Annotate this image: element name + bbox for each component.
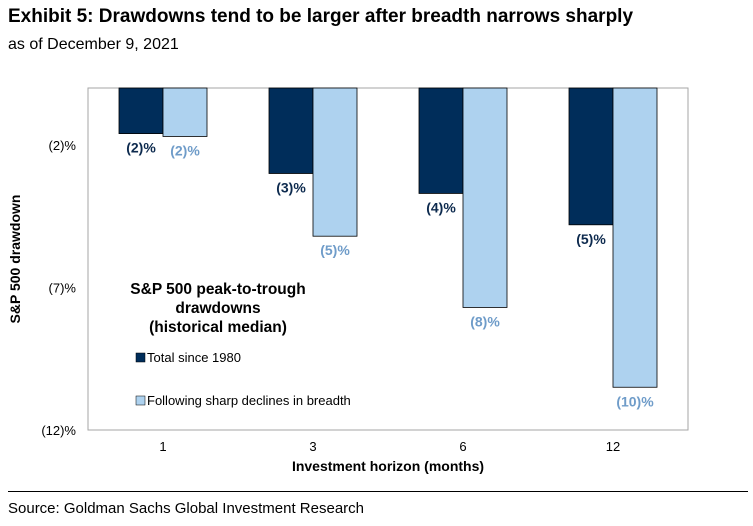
bar-total-6 xyxy=(418,87,464,194)
x-tick-label: 6 xyxy=(459,439,466,454)
data-label-breadth-6: (8)% xyxy=(470,313,500,329)
legend-label-breadth: Following sharp declines in breadth xyxy=(147,393,351,408)
x-tick-label: 1 xyxy=(159,439,166,454)
bar-breadth-12 xyxy=(612,87,658,388)
bar-breadth-1 xyxy=(162,87,208,137)
bar-total-1 xyxy=(118,87,164,134)
bars xyxy=(118,87,658,388)
data-label-total-6: (4)% xyxy=(426,199,456,215)
x-tick-label: 3 xyxy=(309,439,316,454)
legend: S&P 500 peak-to-trough drawdowns (histor… xyxy=(130,281,351,408)
legend-swatch-breadth xyxy=(135,395,146,406)
chart-title: Exhibit 5: Drawdowns tend to be larger a… xyxy=(8,6,634,27)
legend-title-line-3: (historical median) xyxy=(149,319,287,336)
data-label-total-1: (2)% xyxy=(126,140,156,156)
data-label-breadth-1: (2)% xyxy=(170,142,200,158)
x-tick-label: 12 xyxy=(606,439,620,454)
legend-swatch-total xyxy=(135,352,146,363)
data-label-breadth-3: (5)% xyxy=(320,242,350,258)
y-tick-label: (7)% xyxy=(49,281,77,296)
data-labels: (2)% (2)% (3)% (5)% (4)% (8)% (5)% (10)% xyxy=(126,140,654,410)
bar-breadth-3 xyxy=(312,87,358,237)
bar-breadth-6 xyxy=(462,87,508,308)
y-tick-label: (12)% xyxy=(41,423,76,438)
bar-total-3 xyxy=(268,87,314,174)
bar-chart: (2)% (7)% (12)% 1 3 6 12 (2)% (2)% (3)% (5)% (4)%… xyxy=(7,87,689,474)
bar-total-12 xyxy=(568,87,614,226)
source-note: Source: Goldman Sachs Global Investment … xyxy=(8,500,365,517)
chart-subtitle: as of December 9, 2021 xyxy=(8,36,179,53)
plot-area xyxy=(87,87,689,431)
x-axis-title: Investment horizon (months) xyxy=(292,458,484,474)
legend-label-total: Total since 1980 xyxy=(147,350,241,365)
y-tick-label: (2)% xyxy=(49,138,77,153)
data-label-total-3: (3)% xyxy=(276,180,306,196)
source-divider xyxy=(8,491,748,492)
legend-title-line-2: drawdowns xyxy=(175,300,260,317)
data-label-breadth-12: (10)% xyxy=(616,393,654,409)
y-axis-ticks: (2)% (7)% (12)% xyxy=(41,138,76,438)
legend-title-line-1: S&P 500 peak-to-trough xyxy=(130,281,305,298)
x-axis-ticks: 1 3 6 12 xyxy=(159,439,620,454)
data-label-total-12: (5)% xyxy=(576,231,606,247)
y-axis-title: S&P 500 drawdown xyxy=(7,195,23,324)
